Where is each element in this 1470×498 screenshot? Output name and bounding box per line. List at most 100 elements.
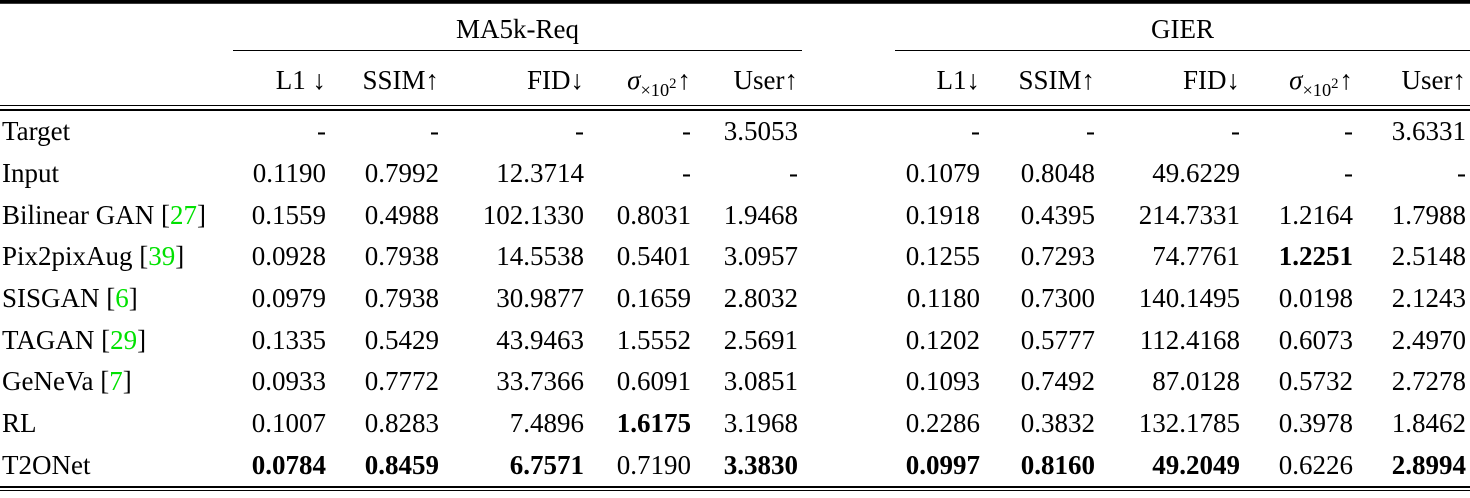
metric-cell: 1.8462	[1391, 408, 1466, 439]
metric-header: User↑	[733, 65, 798, 95]
sigma-symbol: σ	[1289, 65, 1303, 95]
column-group-label-ma5k-req: MA5k-Req	[233, 4, 802, 51]
metric-cell: -	[682, 158, 691, 189]
metric-cell: 0.7938	[364, 241, 439, 272]
citation-number: 29	[110, 324, 138, 355]
metric-cell: -	[789, 158, 798, 189]
metric-cell: 0.1190	[252, 158, 326, 189]
metric-cell: 0.6073	[1278, 324, 1353, 355]
citation-number: 27	[169, 199, 197, 230]
metric-cell: 2.8032	[723, 283, 798, 314]
metric-cell: 0.0198	[1278, 283, 1353, 314]
metric-cell: 0.1180	[906, 283, 980, 314]
metric-cell: 132.1785	[1138, 408, 1240, 439]
metric-cell: 0.1007	[251, 408, 326, 439]
metric-cell: 102.1330	[482, 199, 584, 230]
metric-cell: 1.5552	[616, 324, 691, 355]
metric-cell: 0.5732	[1278, 366, 1353, 397]
citation-number: 7	[109, 366, 123, 397]
metric-cell: 43.9463	[496, 324, 584, 355]
metric-cell: 2.5148	[1391, 241, 1466, 272]
metric-cell: 2.5691	[723, 324, 798, 355]
metric-cell: 3.0957	[723, 241, 798, 272]
metric-header: FID↓	[1182, 65, 1240, 95]
metric-cell: 0.8160	[1020, 449, 1095, 480]
metric-header: L1↓	[936, 65, 981, 95]
metric-cell: 3.1968	[723, 408, 798, 439]
metric-cell: 49.2049	[1152, 449, 1240, 480]
metric-cell: 0.7190	[616, 449, 691, 480]
row-label: TAGAN [29]	[2, 324, 147, 355]
metric-cell: 3.6331	[1391, 116, 1466, 147]
metric-cell: 0.6091	[616, 366, 691, 397]
row-label: Pix2pixAug [39]	[2, 241, 185, 272]
metric-cell: 0.0784	[251, 449, 326, 480]
metric-cell: 0.0979	[251, 283, 326, 314]
metric-header: σ ×102 ↑	[1244, 51, 1357, 105]
metric-cell: 0.4988	[364, 199, 439, 230]
metric-cell: 0.5777	[1020, 324, 1095, 355]
metric-cell: 2.7278	[1391, 366, 1466, 397]
metric-cell: 0.1659	[616, 283, 691, 314]
metric-cell: 0.8283	[364, 408, 439, 439]
metric-cell: -	[1457, 158, 1466, 189]
metric-cell: 7.4896	[509, 408, 584, 439]
metric-cell: 0.1255	[905, 241, 980, 272]
metric-header: SSIM↑	[1018, 65, 1095, 95]
metric-cell: 74.7761	[1152, 241, 1240, 272]
sigma-subscript: ×102	[640, 76, 677, 101]
metric-cell: 0.7492	[1020, 366, 1095, 397]
row-label: Input	[2, 158, 59, 189]
metric-cell: 1.9468	[723, 199, 798, 230]
metric-cell: 0.0933	[251, 366, 326, 397]
metric-cell: 30.9877	[496, 283, 584, 314]
metric-cell: 12.3714	[496, 158, 584, 189]
metric-cell: -	[575, 116, 584, 147]
metric-cell: 0.1559	[251, 199, 326, 230]
metric-cell: 1.7988	[1391, 199, 1466, 230]
row-label: SISGAN [6]	[2, 283, 138, 314]
metric-cell: 1.2164	[1278, 199, 1353, 230]
metric-cell: 0.3832	[1020, 408, 1095, 439]
up-arrow-glyph: ↑	[677, 65, 692, 95]
metric-cell: -	[317, 116, 326, 147]
metric-header: σ ×102 ↑	[588, 51, 695, 105]
row-label: GeNeVa [7]	[2, 366, 132, 397]
metric-cell: 140.1495	[1138, 283, 1240, 314]
metric-cell: 112.4168	[1139, 324, 1240, 355]
metric-cell: 87.0128	[1152, 366, 1240, 397]
metric-header: SSIM↑	[362, 65, 439, 95]
metric-cell: 0.8459	[364, 449, 439, 480]
metric-cell: 0.6226	[1278, 449, 1353, 480]
metric-header: FID↓	[526, 65, 584, 95]
metric-cell: 0.1918	[905, 199, 980, 230]
sigma-symbol: σ	[627, 65, 641, 95]
metric-cell: 14.5538	[496, 241, 584, 272]
metric-cell: 0.1202	[905, 324, 980, 355]
up-arrow-glyph: ↑	[1339, 65, 1354, 95]
metric-cell: -	[1344, 116, 1353, 147]
metric-cell: -	[1086, 116, 1095, 147]
metric-cell: -	[1344, 158, 1353, 189]
metric-cell: 2.4970	[1391, 324, 1466, 355]
sigma-subscript: ×102	[1302, 76, 1339, 101]
metric-cell: 0.8031	[616, 199, 691, 230]
metric-cell: 3.3830	[723, 449, 798, 480]
row-label: RL	[2, 408, 37, 439]
metric-cell: 0.2286	[905, 408, 980, 439]
metric-header: User↑	[1401, 65, 1466, 95]
metric-cell: 0.4395	[1020, 199, 1095, 230]
metric-cell: -	[430, 116, 439, 147]
sigma-superscript: 2	[669, 76, 677, 93]
citation-number: 39	[148, 241, 176, 272]
column-group-label-gier: GIER	[895, 4, 1470, 51]
metric-cell: 33.7366	[496, 366, 584, 397]
metric-cell: 0.1093	[905, 366, 980, 397]
metric-cell: 0.7300	[1020, 283, 1095, 314]
metric-cell: 0.8048	[1020, 158, 1095, 189]
citation-number: 6	[115, 283, 129, 314]
metric-cell: -	[1231, 116, 1240, 147]
row-label: T2ONet	[2, 449, 91, 480]
bottom-double-rule	[0, 486, 1470, 492]
